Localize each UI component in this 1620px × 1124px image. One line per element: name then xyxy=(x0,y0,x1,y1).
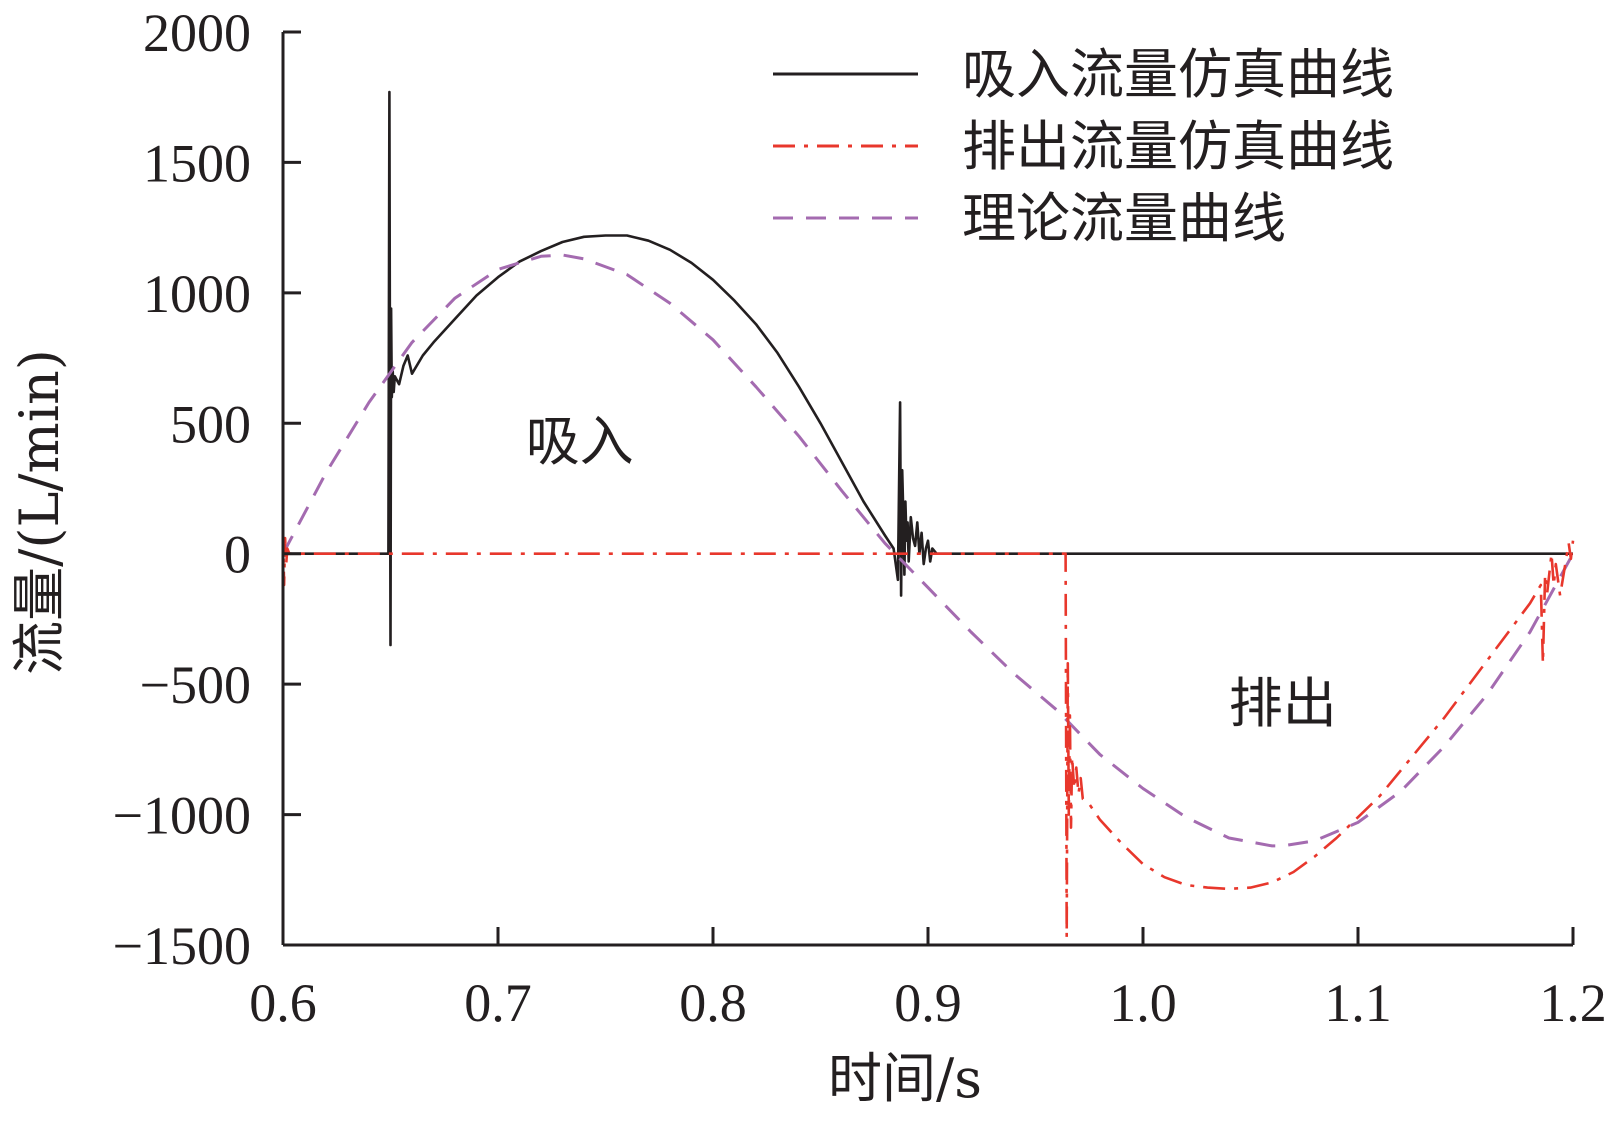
x-axis-title: 时间/s xyxy=(828,1047,982,1110)
x-tick-label: 0.6 xyxy=(249,973,317,1033)
x-tick-label: 1.0 xyxy=(1109,973,1177,1033)
y-axis-title: 流量/(L/min) xyxy=(8,349,71,675)
y-tick-label: 1000 xyxy=(143,264,251,324)
x-tick-label: 1.1 xyxy=(1324,973,1392,1033)
y-tick-label: −1500 xyxy=(113,916,251,976)
x-tick-label: 1.2 xyxy=(1539,973,1607,1033)
y-tick-label: 2000 xyxy=(143,3,251,63)
x-tick-label: 0.7 xyxy=(464,973,532,1033)
series-line-2 xyxy=(281,527,1575,939)
y-ticks: −1500 −1000 −500 0 500 1000 1500 2000 xyxy=(113,3,301,976)
annotation-2: 排出 xyxy=(1229,672,1337,735)
legend-label-3: 理论流量曲线 xyxy=(962,187,1286,250)
y-tick-label: 500 xyxy=(170,394,251,454)
legend-label-2: 排出流量仿真曲线 xyxy=(962,115,1394,178)
series-line-1 xyxy=(283,90,1573,647)
series-line-3 xyxy=(281,253,1575,848)
x-tick-label: 0.8 xyxy=(679,973,747,1033)
x-ticks: 0.6 0.7 0.8 0.9 1.0 1.1 1.2 xyxy=(249,927,1607,1033)
legend-label-1: 吸入流量仿真曲线 xyxy=(962,43,1394,106)
y-tick-label: 0 xyxy=(224,525,251,585)
annotation-1: 吸入 xyxy=(526,410,634,473)
plot-series xyxy=(281,90,1575,939)
axes: −1500 −1000 −500 0 500 1000 1500 2000 0.6 0.7 0.8… xyxy=(113,3,1607,1033)
y-tick-label: −1000 xyxy=(113,786,251,846)
y-tick-label: 1500 xyxy=(143,133,251,193)
y-tick-label: −500 xyxy=(140,655,251,715)
x-tick-label: 0.9 xyxy=(894,973,962,1033)
